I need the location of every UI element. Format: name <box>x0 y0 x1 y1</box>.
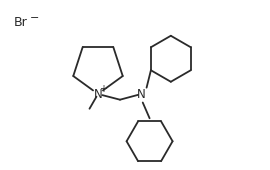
Text: N: N <box>137 88 146 100</box>
Text: +: + <box>100 84 107 95</box>
Text: N: N <box>94 88 102 100</box>
Text: Br: Br <box>14 15 28 29</box>
Text: −: − <box>30 13 39 23</box>
